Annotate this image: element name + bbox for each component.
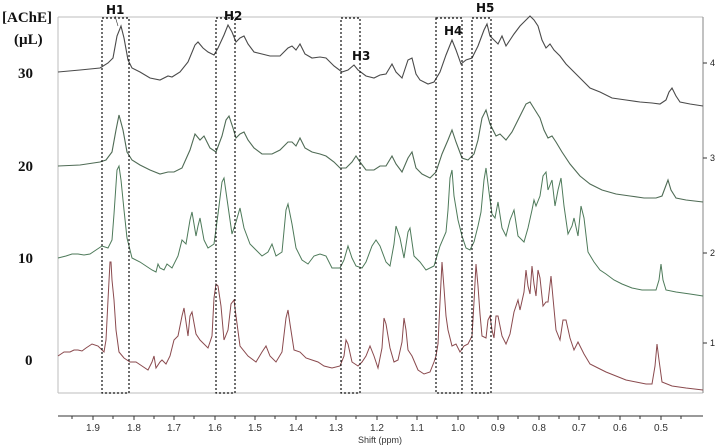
annotation-label-h2: H2 [224,9,242,23]
offset-label-30: 30 [18,66,33,82]
spectrum-trace-30 [57,15,704,107]
x-tick-0.8: 0.8 [532,423,546,434]
annotation-box-h2: H2 [215,9,242,394]
right-tick-4: 4 [710,58,715,68]
spectrum-trace-0 [57,261,704,391]
x-axis: 1.9 1.8 1.7 1.6 1.5 1.4 1.3 1.2 1.1 1.0 … [58,415,703,445]
x-tick-1.6: 1.6 [208,423,222,434]
right-axis: 4 3 2 1 [703,58,715,348]
annotation-label-h1: H1 [106,3,124,17]
x-tick-1.3: 1.3 [329,423,343,434]
x-axis-title: Shift (ppm) [358,435,402,445]
spectrum-trace-20 [57,101,704,203]
x-tick-0.5: 0.5 [654,423,668,434]
right-tick-3: 3 [710,153,715,163]
x-tick-1.2: 1.2 [370,423,384,434]
plot-frame [57,16,704,394]
x-tick-1.4: 1.4 [289,423,303,434]
annotation-box-h3: H3 [340,17,370,394]
annotation-label-h5: H5 [476,1,494,15]
x-tick-1.8: 1.8 [127,423,141,434]
annotation-label-h3: H3 [352,49,370,63]
offset-label-0: 0 [25,353,33,369]
spectrum-trace-10 [57,164,704,297]
offset-label-10: 10 [18,251,33,267]
x-tick-1.1: 1.1 [410,423,424,434]
right-tick-2: 2 [710,248,715,258]
x-tick-1.0: 1.0 [451,423,465,434]
y-axis-title-line1: [AChE] [2,10,52,26]
x-tick-1.9: 1.9 [86,423,100,434]
right-tick-1: 1 [710,338,715,348]
annotation-box-h5: H5 [471,1,494,394]
x-tick-0.7: 0.7 [572,423,586,434]
offset-label-20: 20 [18,159,33,175]
x-tick-0.6: 0.6 [613,423,627,434]
annotation-box-h4: H4 [435,17,463,394]
x-tick-1.7: 1.7 [167,423,181,434]
y-axis-title-line2: (µL) [14,32,43,48]
x-tick-0.9: 0.9 [491,423,505,434]
annotation-label-h4: H4 [444,24,462,38]
x-tick-1.5: 1.5 [248,423,262,434]
annotation-box-h1: H1 [101,3,130,394]
